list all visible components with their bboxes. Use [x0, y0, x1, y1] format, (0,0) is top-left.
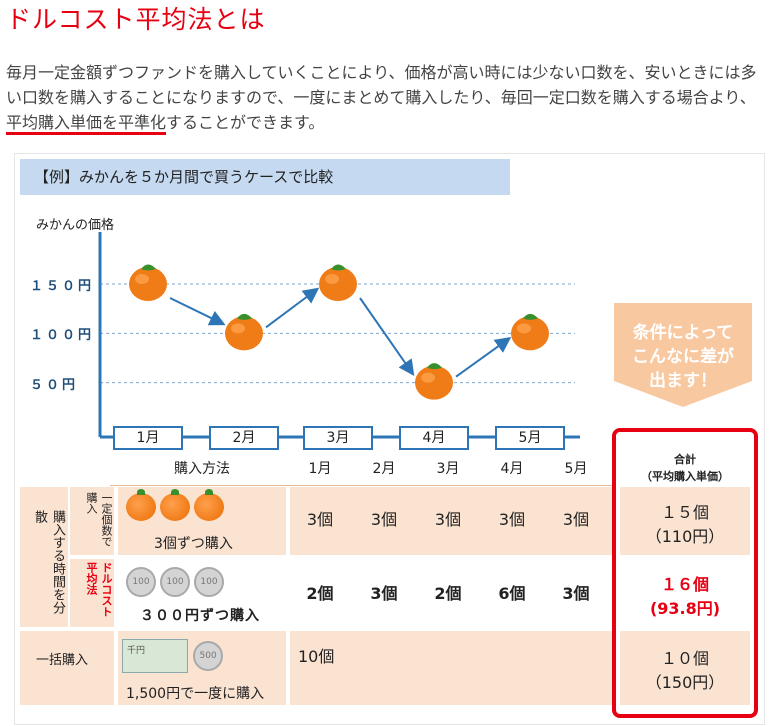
- chart-arrows: [169, 287, 512, 378]
- row-value: 3個: [562, 584, 590, 603]
- month-label: 1月: [113, 426, 183, 450]
- highlight-frame: [612, 428, 758, 718]
- row3-total-2: （150円）: [645, 673, 725, 692]
- row1-total-2: （110円）: [645, 527, 725, 546]
- orange-icon: [194, 489, 224, 521]
- row2-total-1: １６個: [660, 575, 709, 594]
- callout-line-1: 条件によって: [632, 323, 734, 343]
- row2-label: ドルコスト平均法: [85, 562, 113, 617]
- oranges-3: [126, 489, 228, 525]
- bill-icon: 千円: [122, 639, 188, 673]
- coin-100-icon: 100: [160, 567, 190, 597]
- lead-emphasis: 平均購入単価を平準化: [6, 113, 167, 135]
- page-title: ドルコスト平均法とは: [6, 5, 266, 34]
- row2-total-2: (93.8円): [649, 599, 721, 618]
- trend-arrow: [265, 287, 320, 329]
- row-value: 3個: [370, 584, 398, 603]
- coin-100-icon: 100: [194, 567, 224, 597]
- row3-label-cell: [20, 631, 114, 705]
- row3-method: 1,500円で一度に購入: [126, 686, 265, 702]
- row3-total-cell: １０個 （150円）: [620, 631, 750, 705]
- group-label: 購入する時間を分散: [32, 510, 65, 614]
- lead-text-1: 毎月一定金額ずつファンドを購入していくことにより、価格が高い時には少ない口数を、…: [6, 63, 757, 107]
- row-value: 3個: [562, 510, 590, 529]
- row1-values-bg: [290, 487, 615, 555]
- row3-value: 10個: [298, 647, 335, 666]
- trend-arrow: [169, 297, 226, 326]
- month-header: 2月: [372, 461, 396, 477]
- orange-point: [415, 363, 453, 400]
- row1-total-cell: １５個 （110円）: [620, 487, 750, 555]
- lead-text-2: することができます。: [166, 113, 325, 132]
- row3-label: 一括購入: [36, 653, 89, 668]
- row1-label: 一定個数で購入: [85, 492, 113, 547]
- lead-paragraph: 毎月一定金額ずつファンドを購入していくことにより、価格が高い時には少ない口数を、…: [6, 60, 768, 135]
- row1-method: 3個ずつ購入: [154, 536, 233, 552]
- row2-method-cell: 100 100 100 ３００円ずつ購入: [118, 559, 286, 627]
- callout-line-2: こんなに差が: [632, 347, 734, 367]
- row-value: 2個: [306, 584, 334, 603]
- callout-line-3: 出ます！: [649, 371, 717, 391]
- money-icons: 千円 500: [122, 639, 227, 677]
- row2-total-cell: １６個 (93.8円): [620, 559, 750, 627]
- chart-y-label: みかんの価格: [36, 218, 115, 233]
- month-label: 2月: [209, 426, 279, 450]
- y-tick-label: １００円: [30, 328, 95, 344]
- method-header: 購入方法: [174, 461, 230, 477]
- orange-point: [319, 264, 357, 301]
- month-header: 5月: [564, 461, 588, 477]
- month-header: 3月: [436, 461, 460, 477]
- total-header-2: （平均購入単価）: [641, 470, 729, 483]
- chart-points: [129, 264, 549, 400]
- month-header: 4月: [500, 461, 524, 477]
- coin-500-icon: 500: [193, 641, 224, 671]
- callout-shape: [614, 303, 752, 407]
- row-value: 6個: [498, 584, 526, 603]
- orange-icon: [160, 489, 190, 521]
- row-value: 3個: [434, 510, 462, 529]
- orange-icon: [126, 489, 156, 521]
- trend-arrow: [455, 337, 512, 378]
- row1-total-1: １５個: [660, 503, 709, 522]
- total-header: 合計 （平均購入単価）: [620, 445, 750, 487]
- row2-method: ３００円ずつ購入: [140, 608, 260, 624]
- row-value: 3個: [498, 510, 526, 529]
- y-tick-label: ５０円: [30, 377, 79, 393]
- row-value: 2個: [434, 584, 462, 603]
- trend-arrow: [359, 297, 415, 376]
- callout-banner: 条件によって こんなに差が 出ます！: [614, 303, 752, 407]
- row3-method-cell: 千円 500 1,500円で一度に購入: [118, 631, 286, 705]
- total-header-1: 合計: [674, 453, 696, 466]
- row2-label-cell: [70, 559, 114, 627]
- orange-point: [511, 313, 549, 351]
- month-label: 4月: [399, 426, 469, 450]
- group-cell: [20, 487, 68, 627]
- row-value: 3個: [306, 510, 334, 529]
- row3-values-bg: [290, 631, 615, 705]
- month-label: 5月: [495, 426, 565, 450]
- row1-label-cell: [70, 487, 114, 555]
- chart-grid: [100, 283, 575, 384]
- coin-100-icon: 100: [126, 567, 156, 597]
- row-value: 3個: [370, 510, 398, 529]
- row1-method-cell: 3個ずつ購入: [118, 487, 286, 555]
- row3-total-1: １０個: [660, 649, 709, 668]
- coins-3: 100 100 100: [126, 567, 228, 597]
- orange-point: [225, 313, 263, 351]
- y-tick-label: １５０円: [30, 279, 95, 294]
- month-label: 3月: [303, 426, 373, 450]
- header-divider: [110, 485, 615, 486]
- month-header: 1月: [308, 461, 332, 477]
- orange-point: [129, 264, 167, 301]
- case-label: 【例】みかんを５か月間で買うケースで比較: [20, 159, 510, 195]
